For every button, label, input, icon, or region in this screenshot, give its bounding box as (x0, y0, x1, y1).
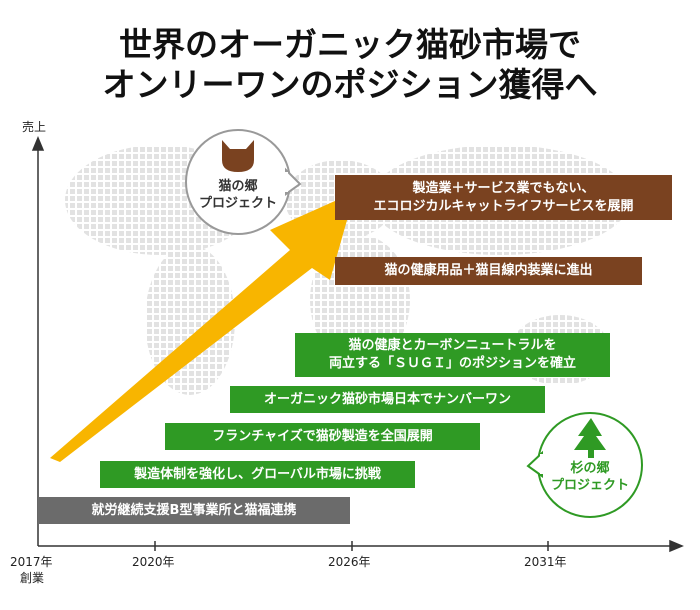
cat-bubble (185, 129, 302, 235)
milestone-text: 猫の健康とカーボンニュートラルを (348, 338, 557, 353)
y-axis-label: 売上 (22, 120, 47, 134)
milestone: 製造業＋サービス業でもない、 エコロジカルキャットライフサービスを展開 (335, 175, 672, 220)
bubble-line: プロジェクト (198, 196, 277, 211)
milestone: 製造体制を強化し、グローバル市場に挑戦 (100, 461, 415, 488)
founding-note: 創業 (20, 571, 45, 585)
title-line: 世界のオーガニック猫砂市場で (119, 25, 581, 64)
bubble-label: 猫の郷 プロジェクト (188, 178, 288, 212)
title-line: オンリーワンのポジション獲得へ (102, 65, 598, 104)
milestone-text: フランチャイズで猫砂製造を全国展開 (212, 428, 433, 444)
milestone: 就労継続支援B型事業所と猫福連携 (38, 497, 350, 524)
bubble-line: 杉の郷 (570, 461, 610, 476)
milestone-text: オーガニック猫砂市場日本でナンバーワン (263, 391, 511, 407)
x-tick-label: 2031年 (524, 555, 567, 569)
growth-arrow (50, 192, 355, 462)
tree-bubble (526, 412, 643, 518)
milestone-text: 製造業＋サービス業でもない、 (412, 180, 595, 196)
milestone-text: 両立する「ＳＵＧＩ」のポジションを確立 (328, 356, 576, 371)
milestone-text: エコロジカルキャットライフサービスを展開 (373, 198, 634, 214)
bubble-label: 杉の郷 プロジェクト (540, 460, 640, 494)
bubble-line: プロジェクト (550, 478, 629, 493)
x-tick-label: 2026年 (328, 555, 371, 569)
milestone-text: 猫の健康用品＋猫目線内装業に進出 (384, 263, 593, 278)
milestone-text: 就労継続支援B型事業所と猫福連携 (91, 502, 297, 518)
x-tick-label: 2020年 (132, 555, 175, 569)
milestone-text: 製造体制を強化し、グローバル市場に挑戦 (134, 466, 381, 482)
milestone: 猫の健康とカーボンニュートラルを 両立する「ＳＵＧＩ」のポジションを確立 (295, 333, 610, 377)
milestone: フランチャイズで猫砂製造を全国展開 (165, 423, 480, 450)
x-tick-label: 2017年 (10, 555, 53, 569)
milestone: 猫の健康用品＋猫目線内装業に進出 (335, 257, 642, 285)
bubble-line: 猫の郷 (218, 179, 258, 194)
milestone: オーガニック猫砂市場日本でナンバーワン (230, 386, 545, 413)
axes (31, 136, 684, 553)
